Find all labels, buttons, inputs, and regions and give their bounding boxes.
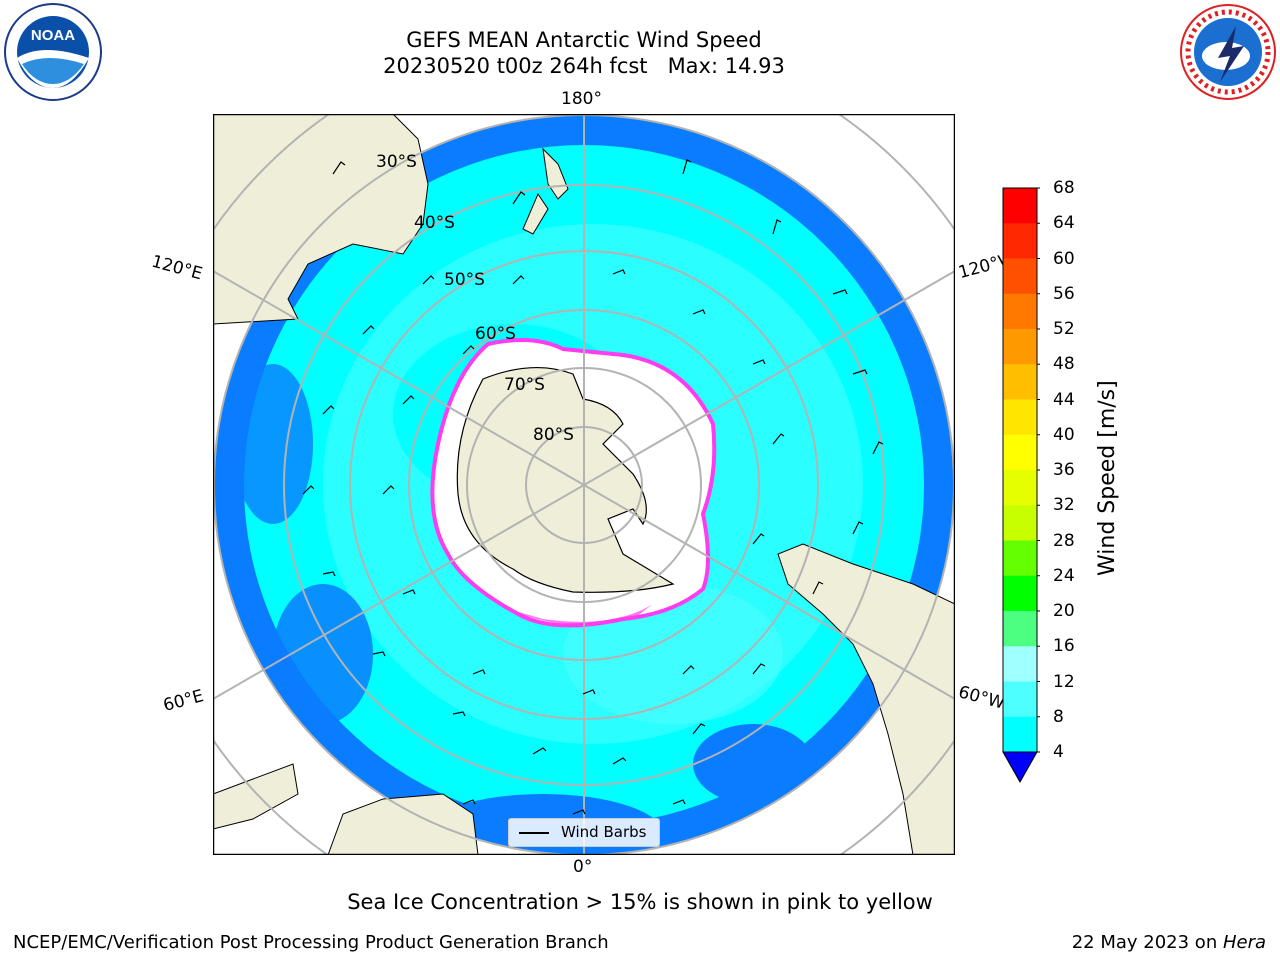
colorbar-bin	[1003, 681, 1037, 718]
colorbar-bin	[1003, 646, 1037, 682]
colorbar-tick-label: 16	[1053, 636, 1075, 657]
colorbar-tick-label: 60	[1053, 248, 1075, 269]
colorbar-bin	[1003, 470, 1037, 506]
lon-label-120e: 120°E	[149, 251, 205, 285]
colorbar-tick-label: 12	[1053, 671, 1075, 692]
colorbar-tick-label: 64	[1053, 213, 1075, 234]
colorbar-bin	[1003, 399, 1037, 436]
footer-left: NCEP/EMC/Verification Post Processing Pr…	[13, 932, 609, 953]
colorbar-tick-label: 8	[1053, 706, 1064, 727]
colorbar-bin	[1003, 223, 1037, 259]
colorbar-bin	[1003, 611, 1037, 647]
lon-label-60e: 60°E	[161, 686, 206, 716]
colorbar-tick-label: 48	[1053, 354, 1075, 375]
lat-label-30s: 30°S	[376, 152, 417, 172]
footer-right: 22 May 2023 on Hera	[1072, 932, 1266, 953]
legend-line-icon	[519, 832, 549, 834]
colorbar-tick-label: 24	[1053, 565, 1075, 586]
chart-title: GEFS MEAN Antarctic Wind Speed	[406, 28, 762, 52]
nws-logo	[1180, 4, 1276, 100]
colorbar-tick-label: 68	[1053, 178, 1075, 198]
colorbar-tick-label: 20	[1053, 601, 1075, 621]
legend-label: Wind Barbs	[561, 823, 647, 841]
land-new-zealand	[522, 147, 569, 235]
colorbar-tick-label: 40	[1053, 424, 1075, 445]
colorbar-bin	[1003, 540, 1037, 577]
colorbar-tick-label: 44	[1053, 389, 1075, 410]
sea-ice-caption: Sea Ice Concentration > 15% is shown in …	[347, 890, 933, 914]
colorbar-tick-label: 28	[1053, 530, 1075, 551]
lat-label-70s: 70°S	[504, 375, 545, 395]
footer-machine: Hera	[1222, 932, 1266, 953]
land-madagascar	[213, 763, 299, 830]
colorbar-bin	[1003, 364, 1037, 400]
colorbar-tick-label: 4	[1053, 742, 1064, 762]
colorbar-tick-label: 32	[1053, 495, 1075, 516]
lon-label-0: 0°	[573, 857, 593, 877]
svg-text:NOAA: NOAA	[31, 27, 75, 44]
colorbar-extend-min	[1002, 751, 1038, 784]
lat-label-80s: 80°S	[533, 425, 574, 445]
colorbar-bin	[1003, 434, 1037, 471]
map-frame	[213, 114, 955, 855]
colorbar-bin	[1003, 293, 1037, 330]
colorbar-bin	[1003, 716, 1037, 753]
map-legend: Wind Barbs	[508, 818, 660, 847]
colorbar	[1002, 187, 1040, 784]
lat-label-60s: 60°S	[475, 324, 516, 344]
lon-label-180: 180°	[561, 89, 602, 109]
footer-date: 22 May 2023 on	[1071, 932, 1223, 953]
chart-subtitle: 20230520 t00z 264h fcst Max: 14.93	[383, 54, 785, 78]
colorbar-tick-label: 56	[1053, 283, 1075, 304]
wind-barbs	[302, 159, 884, 815]
colorbar-tick-label: 36	[1053, 460, 1075, 480]
map-canvas	[213, 114, 955, 855]
lat-label-50s: 50°S	[444, 270, 485, 290]
colorbar-bin	[1003, 188, 1037, 224]
noaa-logo: NOAA	[4, 3, 102, 101]
colorbar-bin	[1003, 505, 1037, 541]
colorbar-bin	[1003, 329, 1037, 365]
colorbar-bin	[1003, 575, 1037, 612]
lat-label-40s: 40°S	[414, 213, 455, 233]
colorbar-tick-label: 52	[1053, 319, 1075, 339]
colorbar-bin	[1003, 258, 1037, 295]
colorbar-label: Wind Speed [m/s]	[1095, 380, 1120, 576]
